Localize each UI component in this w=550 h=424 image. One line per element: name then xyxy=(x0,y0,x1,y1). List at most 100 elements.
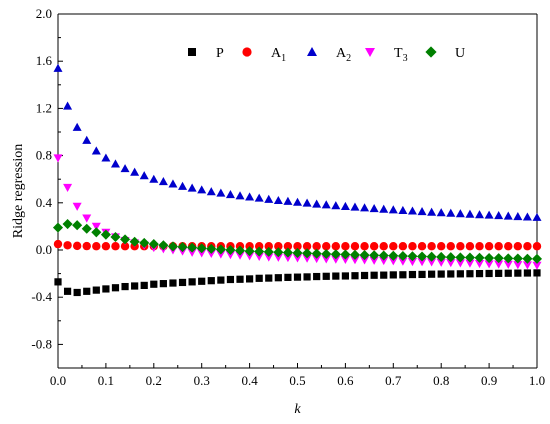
data-point xyxy=(293,273,302,281)
data-point xyxy=(484,260,494,269)
data-point xyxy=(188,278,196,286)
data-point xyxy=(101,153,111,162)
data-point xyxy=(349,249,361,260)
series-a2 xyxy=(53,63,542,221)
series-p xyxy=(54,269,541,297)
data-point xyxy=(254,246,265,257)
x-tick-label: 0.3 xyxy=(194,373,210,388)
data-point xyxy=(225,251,235,260)
data-point xyxy=(388,250,399,261)
data-point xyxy=(302,242,312,251)
data-point xyxy=(198,277,206,285)
data-point xyxy=(465,259,475,268)
data-point xyxy=(389,242,398,251)
data-point xyxy=(148,239,159,250)
data-point xyxy=(330,249,341,260)
data-point xyxy=(235,251,245,260)
data-point xyxy=(63,241,72,250)
data-point xyxy=(351,272,359,280)
data-point xyxy=(73,288,81,297)
series-u xyxy=(52,219,543,264)
x-tick-label: 0.9 xyxy=(481,373,497,388)
data-point xyxy=(340,255,350,264)
data-point xyxy=(522,261,532,270)
y-tick-label: 0.8 xyxy=(36,148,52,163)
data-point xyxy=(72,202,82,211)
data-point xyxy=(504,242,513,251)
data-point xyxy=(226,275,235,284)
data-point xyxy=(283,242,293,251)
legend-label: A2 xyxy=(336,46,351,64)
data-point xyxy=(273,253,283,262)
data-point xyxy=(206,243,217,254)
data-point xyxy=(111,242,120,251)
data-point xyxy=(264,194,274,203)
x-tick-label: 0.2 xyxy=(146,373,162,388)
data-point xyxy=(322,242,331,251)
data-point xyxy=(493,253,504,264)
data-point xyxy=(139,171,149,180)
data-point xyxy=(532,261,542,270)
data-point xyxy=(475,242,484,251)
x-tick-label: 0.8 xyxy=(433,373,449,388)
data-point xyxy=(245,192,255,201)
legend-label: T3 xyxy=(394,46,408,64)
data-point xyxy=(206,187,216,196)
y-axis-ticks: -0.8 -0.4 0.0 0.4 0.8 1.2 1.6 2.0 xyxy=(31,6,63,369)
data-point xyxy=(130,167,140,176)
data-point xyxy=(332,272,340,280)
x-tick-label: 1.0 xyxy=(529,373,545,388)
y-tick-label: 0.0 xyxy=(36,242,52,257)
data-point xyxy=(389,271,397,279)
data-point xyxy=(245,252,255,261)
data-point xyxy=(120,234,131,245)
data-point xyxy=(121,282,129,291)
data-point xyxy=(53,154,63,163)
y-axis-title: Ridge regression xyxy=(11,144,26,238)
data-point xyxy=(274,242,283,251)
data-point xyxy=(465,242,475,251)
data-point xyxy=(484,242,494,251)
data-point xyxy=(168,179,178,188)
data-point xyxy=(407,251,418,262)
data-point xyxy=(53,63,63,72)
data-point xyxy=(292,247,303,258)
data-point xyxy=(110,231,121,243)
data-point xyxy=(408,270,417,279)
data-point xyxy=(187,248,197,257)
data-point xyxy=(140,281,148,289)
data-point xyxy=(388,205,398,214)
data-point xyxy=(464,252,475,263)
data-point xyxy=(91,222,101,231)
legend-label: P xyxy=(216,46,224,61)
data-point xyxy=(321,248,332,260)
data-point xyxy=(475,270,484,278)
data-point xyxy=(196,243,207,254)
data-point xyxy=(369,242,379,251)
data-point xyxy=(522,253,533,264)
data-point xyxy=(187,242,198,253)
data-point xyxy=(302,254,312,263)
data-point xyxy=(350,242,360,251)
data-point xyxy=(83,287,91,295)
data-point xyxy=(303,273,311,281)
data-point xyxy=(341,272,349,280)
data-point xyxy=(311,248,322,259)
legend-marker xyxy=(188,48,196,56)
data-point xyxy=(302,198,312,207)
data-point xyxy=(72,122,82,131)
data-point xyxy=(513,242,523,251)
data-point xyxy=(532,212,542,221)
data-point xyxy=(523,242,532,251)
data-point xyxy=(197,185,207,194)
data-point xyxy=(100,229,111,240)
y-tick-label: -0.4 xyxy=(31,289,52,304)
data-point xyxy=(54,278,62,286)
data-point xyxy=(53,239,63,249)
data-point xyxy=(331,201,341,210)
data-point xyxy=(523,269,532,277)
data-point xyxy=(206,249,216,259)
data-point xyxy=(225,190,235,199)
data-point xyxy=(158,240,169,251)
data-point xyxy=(101,242,111,251)
